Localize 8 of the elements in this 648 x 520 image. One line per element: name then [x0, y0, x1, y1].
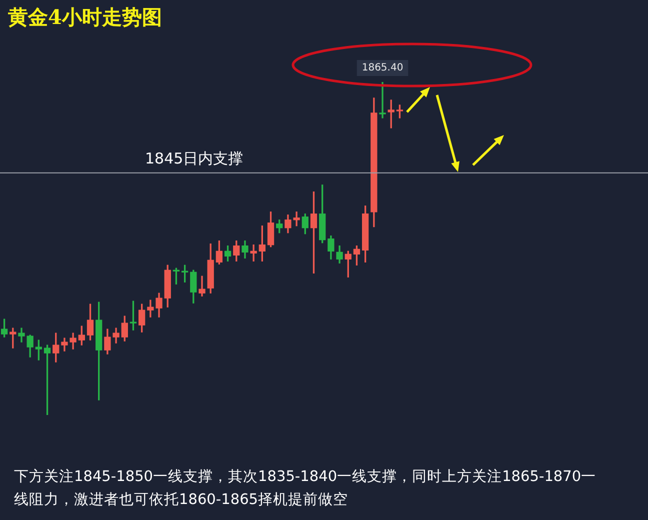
candlestick — [18, 328, 25, 342]
chart-title: 黄金4小时走势图 — [8, 4, 162, 31]
text: 下方关注1845-1850一线支撑，其次1835-1840一线支撑，同时上方关注1865-1870一线阻力，激进者也可依托1860-1865择机提前做空 — [14, 468, 598, 510]
candlestick — [379, 82, 386, 118]
candlestick — [198, 276, 206, 296]
ref-line-label: 1845日内支撑 — [145, 149, 244, 168]
annotation: 1865.40 — [362, 62, 404, 74]
candlestick — [250, 244, 257, 262]
